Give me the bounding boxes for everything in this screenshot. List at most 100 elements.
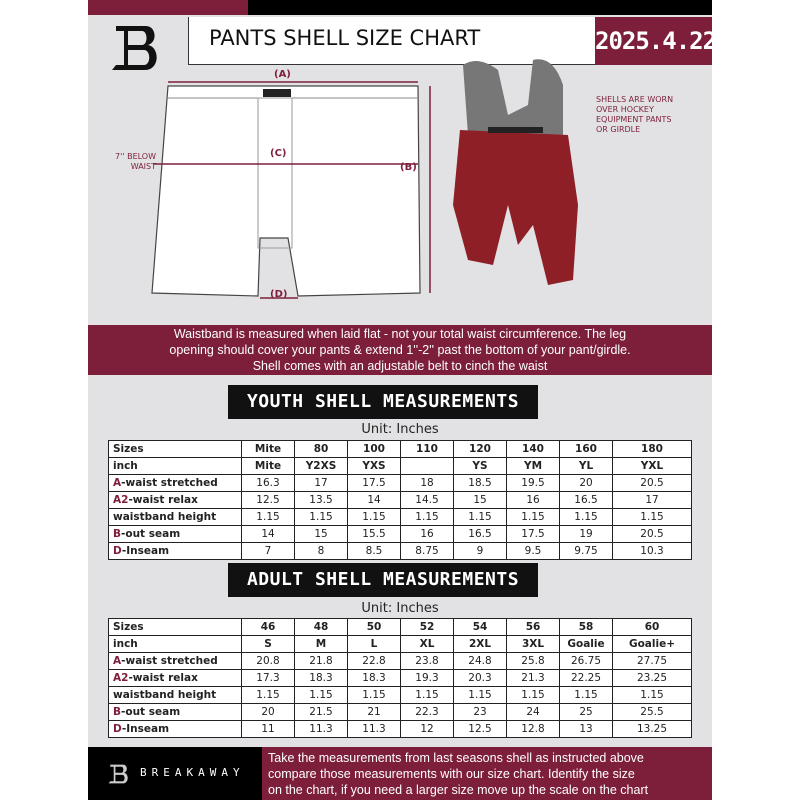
table-cell: Mite bbox=[241, 457, 295, 475]
shell-diagram bbox=[151, 81, 431, 299]
row-label: Sizes bbox=[108, 618, 242, 636]
table-cell: 11.3 bbox=[294, 720, 348, 738]
table-cell: 15 bbox=[453, 491, 507, 509]
table-cell: 3XL bbox=[506, 635, 560, 653]
table-cell: Y2XS bbox=[294, 457, 348, 475]
table-cell: 60 bbox=[612, 618, 692, 636]
label-d: (D) bbox=[270, 289, 288, 300]
top-strip-dark bbox=[248, 0, 712, 15]
table-cell: 22.3 bbox=[400, 703, 454, 721]
row-label-text: -waist relax bbox=[128, 494, 198, 506]
table-cell: 12 bbox=[400, 720, 454, 738]
table-cell: 1.15 bbox=[400, 686, 454, 704]
table-cell: 12.5 bbox=[241, 491, 295, 509]
table-cell: 1.15 bbox=[347, 686, 401, 704]
table-cell: YL bbox=[559, 457, 613, 475]
note-line: OVER HOCKEY bbox=[596, 105, 654, 114]
table-cell: 80 bbox=[294, 440, 348, 458]
table-cell: 1.15 bbox=[506, 508, 560, 526]
table-cell: 12.8 bbox=[506, 720, 560, 738]
table-cell: 17 bbox=[294, 474, 348, 492]
table-cell: 140 bbox=[506, 440, 560, 458]
table-cell: 56 bbox=[506, 618, 560, 636]
table-cell: 21 bbox=[347, 703, 401, 721]
row-label: waistband height bbox=[108, 686, 242, 704]
note-line: SHELLS ARE WORN bbox=[596, 95, 674, 104]
footer-logo bbox=[108, 764, 128, 784]
table-cell: 8.75 bbox=[400, 542, 454, 560]
banner-line: Shell comes with an adjustable belt to c… bbox=[252, 359, 548, 373]
table-cell: 1.15 bbox=[294, 686, 348, 704]
table-cell: XL bbox=[400, 635, 454, 653]
table-cell: 24.8 bbox=[453, 652, 507, 670]
table-cell: 16.5 bbox=[453, 525, 507, 543]
row-label-text: -waist stretched bbox=[121, 477, 218, 489]
row-label-text: -waist relax bbox=[128, 672, 198, 684]
table-cell: 19.5 bbox=[506, 474, 560, 492]
table-row: B-out seam 20 21.5 21 22.3 23 24 25 25.5 bbox=[108, 703, 692, 721]
table-cell: 16 bbox=[400, 525, 454, 543]
table-row: waistband height 1.15 1.15 1.15 1.15 1.15 1.15… bbox=[108, 686, 692, 704]
table-cell: 9.75 bbox=[559, 542, 613, 560]
pants-photo bbox=[453, 59, 578, 285]
table-row: A2-waist relax 12.5 13.5 14 14.5 15 16 16.5 17 bbox=[108, 491, 692, 509]
row-label-text: inch bbox=[113, 638, 138, 650]
table-cell: M bbox=[294, 635, 348, 653]
table-cell: 160 bbox=[559, 440, 613, 458]
photo-note: SHELLS ARE WORN OVER HOCKEY EQUIPMENT PA… bbox=[596, 95, 673, 135]
table-cell: 17 bbox=[612, 491, 692, 509]
table-cell: 8.5 bbox=[347, 542, 401, 560]
table-row: inch S M L XL 2XL 3XL Goalie Goalie+ bbox=[108, 635, 692, 653]
table-cell: 10.3 bbox=[612, 542, 692, 560]
row-label: waistband height bbox=[108, 508, 242, 526]
table-cell bbox=[400, 457, 454, 475]
table-cell: 16.3 bbox=[241, 474, 295, 492]
table-row: B-out seam 14 15 15.5 16 16.5 17.5 19 20.5 bbox=[108, 525, 692, 543]
table-cell: 20.3 bbox=[453, 669, 507, 687]
brand-logo bbox=[106, 20, 162, 80]
adult-title: ADULT SHELL MEASUREMENTS bbox=[228, 563, 538, 597]
table-cell: 20 bbox=[559, 474, 613, 492]
row-label: A-waist stretched bbox=[108, 652, 242, 670]
table-cell: 120 bbox=[453, 440, 507, 458]
row-label-text: -Inseam bbox=[121, 545, 170, 557]
row-label: B-out seam bbox=[108, 703, 242, 721]
table-cell: 14 bbox=[241, 525, 295, 543]
table-cell: Goalie bbox=[559, 635, 613, 653]
adult-unit: Unit: Inches bbox=[361, 601, 439, 616]
table-cell: 25.5 bbox=[612, 703, 692, 721]
youth-unit: Unit: Inches bbox=[361, 422, 439, 437]
table-cell: 20.8 bbox=[241, 652, 295, 670]
table-cell: L bbox=[347, 635, 401, 653]
footer-line: Take the measurements from last seasons … bbox=[268, 751, 644, 765]
table-cell: 25 bbox=[559, 703, 613, 721]
row-label: Sizes bbox=[108, 440, 242, 458]
brand-name: BREAKAWAY bbox=[140, 766, 245, 779]
size-chart-page: PANTS SHELL SIZE CHART 2025.4.22 (A) (C)… bbox=[88, 0, 712, 800]
table-row: D-Inseam 7 8 8.5 8.75 9 9.5 9.75 10.3 bbox=[108, 542, 692, 560]
table-cell: 18.3 bbox=[294, 669, 348, 687]
table-cell: 20.5 bbox=[612, 525, 692, 543]
table-cell: 9.5 bbox=[506, 542, 560, 560]
measurement-key: B bbox=[113, 706, 122, 718]
measurement-key: D bbox=[113, 723, 122, 735]
row-label: A-waist stretched bbox=[108, 474, 242, 492]
table-row: waistband height 1.15 1.15 1.15 1.15 1.15 1.15… bbox=[108, 508, 692, 526]
banner-line: opening should cover your pants & extend… bbox=[169, 343, 631, 357]
table-cell: 22.8 bbox=[347, 652, 401, 670]
below-waist-note: 7'' BELOW WAIST bbox=[106, 152, 156, 172]
table-cell: 16.5 bbox=[559, 491, 613, 509]
row-label-text: -out seam bbox=[121, 528, 181, 540]
table-row: A2-waist relax 17.3 18.3 18.3 19.3 20.3 21.3 22… bbox=[108, 669, 692, 687]
row-label-text: inch bbox=[113, 460, 138, 472]
table-cell: 17.5 bbox=[347, 474, 401, 492]
table-cell: 1.15 bbox=[453, 508, 507, 526]
row-label: A2-waist relax bbox=[108, 669, 242, 687]
table-cell: 15.5 bbox=[347, 525, 401, 543]
row-label-text: -Inseam bbox=[121, 723, 170, 735]
row-label: A2-waist relax bbox=[108, 491, 242, 509]
table-cell: 23.8 bbox=[400, 652, 454, 670]
table-cell: 14 bbox=[347, 491, 401, 509]
table-cell: YS bbox=[453, 457, 507, 475]
table-cell: Mite bbox=[241, 440, 295, 458]
